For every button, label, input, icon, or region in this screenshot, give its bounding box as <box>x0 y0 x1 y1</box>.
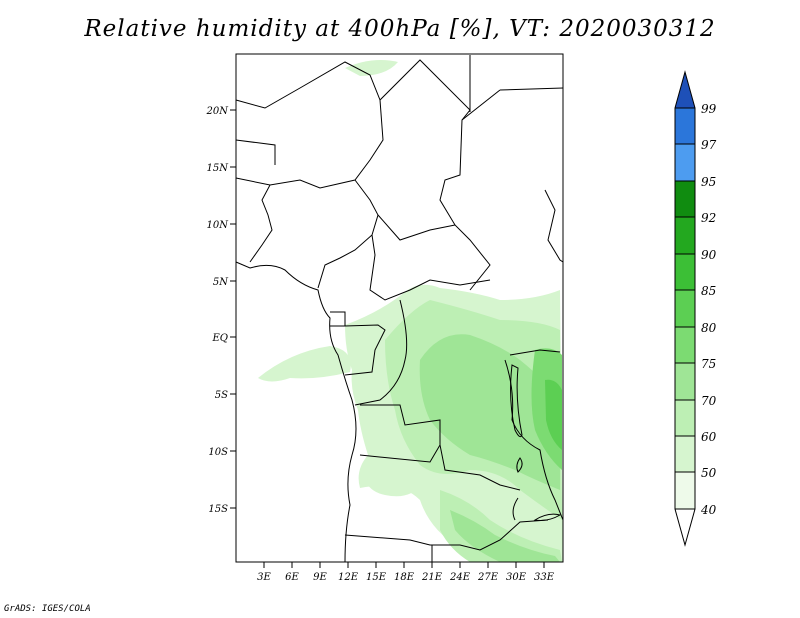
chart-title: Relative humidity at 400hPa [%], VT: 202… <box>84 16 716 42</box>
lake-shape <box>516 457 523 473</box>
colorbar-segment <box>675 181 695 217</box>
colorbar-top-arrow <box>675 72 695 108</box>
lat-tick-label: 10S <box>208 447 228 458</box>
border-segment <box>499 87 564 91</box>
lat-tick-label: 20N <box>206 106 230 117</box>
colorbar-label: 85 <box>701 284 716 298</box>
colorbar-label: 95 <box>701 175 716 189</box>
border-segment <box>330 311 346 327</box>
lon-tick-label: 27E <box>477 572 499 583</box>
humidity-region-north <box>345 60 398 76</box>
border-segment <box>377 214 456 241</box>
lake-shape <box>510 364 523 438</box>
lon-tick-label: 6E <box>285 572 299 583</box>
border-segment <box>359 444 441 463</box>
colorbar-label: 60 <box>701 430 717 444</box>
colorbar: 99 97 95 92 90 85 80 75 70 60 50 40 <box>674 70 717 547</box>
lon-labels: 3E 6E 9E 12E 15E 18E 21E 24E 27E 30E 33E <box>257 572 555 583</box>
border-segment <box>504 359 564 521</box>
border-segment <box>461 89 501 121</box>
colorbar-segment <box>675 108 695 144</box>
colorbar-label: 99 <box>701 102 717 116</box>
lon-tick-label: 30E <box>506 572 527 583</box>
colorbar-segment <box>675 400 695 436</box>
colorbar-label: 40 <box>700 503 717 517</box>
colorbar-segment <box>675 327 695 363</box>
humidity-region-southeast <box>365 476 420 497</box>
border-segment <box>509 349 561 356</box>
colorbar-segment <box>675 217 695 254</box>
lon-tick-label: 3E <box>257 572 271 583</box>
lon-tick-label: 12E <box>338 572 359 583</box>
lat-tick-label: 15N <box>207 163 230 174</box>
border-segment <box>344 519 549 551</box>
lat-tick-label: EQ <box>212 333 229 344</box>
lon-tick-label: 21E <box>421 572 443 583</box>
border-segment <box>344 324 386 376</box>
lat-axis <box>230 109 236 509</box>
lat-tick-label: 5N <box>213 277 229 288</box>
border-segment <box>354 299 408 406</box>
lake-shape <box>533 513 562 521</box>
colorbar-label: 75 <box>701 357 716 371</box>
border-segment <box>317 179 379 289</box>
grads-credit: GrADS: IGES/COLA <box>4 604 91 614</box>
colorbar-bottom-arrow <box>675 509 695 545</box>
lat-tick-label: 10N <box>207 220 230 231</box>
lon-tick-label: 24E <box>449 572 471 583</box>
colorbar-label: 97 <box>701 138 717 152</box>
colorbar-segment <box>675 436 695 472</box>
lon-tick-label: 18E <box>394 572 415 583</box>
lon-tick-label: 9E <box>313 572 327 583</box>
colorbar-segment <box>675 144 695 181</box>
lat-tick-label: 15S <box>208 504 228 515</box>
border-segment <box>544 189 564 263</box>
colorbar-segment <box>675 363 695 400</box>
map-borders <box>235 55 564 563</box>
border-segment <box>249 184 273 263</box>
lat-tick-label: 5S <box>215 390 228 401</box>
border-segment <box>369 234 491 301</box>
humidity-region-congo-inner <box>419 334 560 490</box>
lat-labels: 20N 15N 10N 5N EQ 5S 10S 15S <box>206 106 230 515</box>
coastline <box>235 261 357 563</box>
border-segment <box>235 139 276 165</box>
colorbar-segment <box>675 472 695 509</box>
lon-axis <box>263 562 545 568</box>
humidity-shading <box>258 60 563 562</box>
colorbar-label: 80 <box>701 321 717 335</box>
colorbar-segment <box>675 290 695 327</box>
border-segment <box>235 61 384 189</box>
colorbar-label: 50 <box>701 466 717 480</box>
colorbar-label: 92 <box>701 211 716 225</box>
plot-frame <box>235 53 564 563</box>
border-segment <box>512 497 519 521</box>
humidity-region-coast <box>258 346 351 382</box>
colorbar-label: 90 <box>701 248 717 262</box>
lon-tick-label: 33E <box>534 572 555 583</box>
lon-tick-label: 15E <box>366 572 387 583</box>
colorbar-segment <box>675 254 695 290</box>
colorbar-label: 70 <box>701 394 717 408</box>
border-segment <box>379 59 491 291</box>
humidity-region-core2 <box>545 379 562 450</box>
